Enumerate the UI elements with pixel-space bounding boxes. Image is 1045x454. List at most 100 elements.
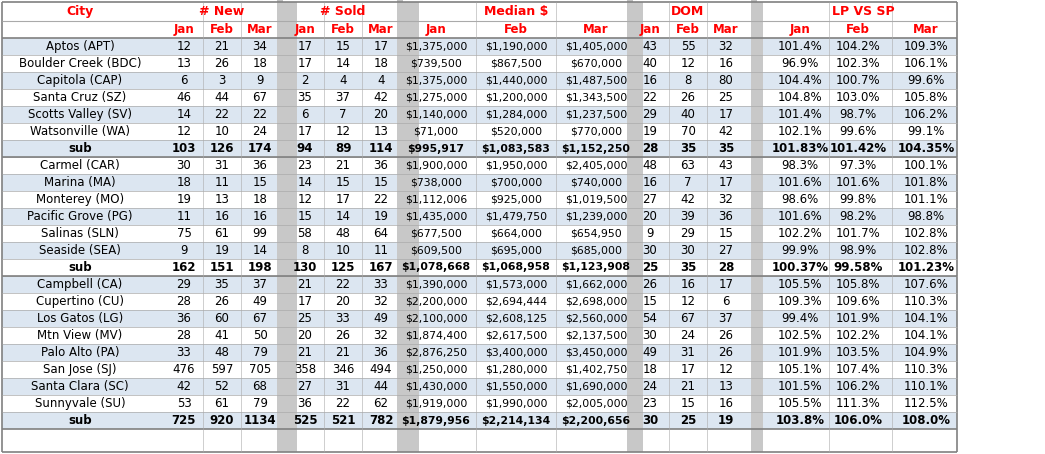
- Text: 3: 3: [218, 74, 226, 87]
- Bar: [2, 208, 957, 225]
- Text: 7: 7: [340, 108, 347, 121]
- Text: 105.1%: 105.1%: [777, 363, 822, 376]
- Text: LP VS SP: LP VS SP: [832, 5, 895, 18]
- Text: $1,550,000: $1,550,000: [485, 381, 548, 391]
- Text: 112.5%: 112.5%: [904, 397, 949, 410]
- Text: 13: 13: [373, 125, 389, 138]
- Text: Cupertino (CU): Cupertino (CU): [36, 295, 124, 308]
- Text: Palo Alto (PA): Palo Alto (PA): [41, 346, 119, 359]
- Text: 102.8%: 102.8%: [904, 244, 948, 257]
- Text: 102.2%: 102.2%: [777, 227, 822, 240]
- Text: 21: 21: [298, 278, 312, 291]
- Text: 101.1%: 101.1%: [904, 193, 949, 206]
- Text: 18: 18: [253, 193, 268, 206]
- Text: 6: 6: [301, 108, 308, 121]
- Text: 31: 31: [680, 346, 695, 359]
- Text: 13: 13: [214, 193, 230, 206]
- Text: Carmel (CAR): Carmel (CAR): [40, 159, 120, 172]
- Text: 30: 30: [177, 159, 191, 172]
- Text: Mar: Mar: [713, 23, 739, 36]
- Text: $2,560,000: $2,560,000: [564, 314, 627, 324]
- Text: Monterey (MO): Monterey (MO): [36, 193, 124, 206]
- Text: $2,100,000: $2,100,000: [404, 314, 467, 324]
- Text: $1,083,583: $1,083,583: [482, 143, 551, 153]
- Text: 31: 31: [335, 380, 350, 393]
- Bar: [627, 2, 643, 452]
- Text: 48: 48: [643, 159, 657, 172]
- Text: $2,137,500: $2,137,500: [565, 331, 627, 340]
- Text: 67: 67: [253, 312, 268, 325]
- Text: 18: 18: [643, 363, 657, 376]
- Text: 101.9%: 101.9%: [777, 346, 822, 359]
- Text: 494: 494: [370, 363, 392, 376]
- Text: City: City: [67, 5, 94, 18]
- Text: 42: 42: [177, 380, 191, 393]
- Text: $1,662,000: $1,662,000: [564, 280, 627, 290]
- Text: 94: 94: [297, 142, 314, 155]
- Text: 103.0%: 103.0%: [836, 91, 880, 104]
- Text: 103.8%: 103.8%: [775, 414, 825, 427]
- Text: 106.2%: 106.2%: [836, 380, 880, 393]
- Text: 36: 36: [253, 159, 268, 172]
- Text: 12: 12: [177, 125, 191, 138]
- Text: $1,690,000: $1,690,000: [564, 381, 627, 391]
- Text: Jan: Jan: [295, 23, 316, 36]
- Text: $738,000: $738,000: [410, 178, 462, 188]
- Text: Seaside (SEA): Seaside (SEA): [39, 244, 121, 257]
- Text: 782: 782: [369, 414, 393, 427]
- Text: 22: 22: [335, 397, 350, 410]
- Text: 101.4%: 101.4%: [777, 40, 822, 53]
- Bar: [2, 174, 957, 191]
- Text: sub: sub: [68, 261, 92, 274]
- Text: 36: 36: [177, 312, 191, 325]
- Text: 26: 26: [719, 329, 734, 342]
- Text: 11: 11: [214, 176, 230, 189]
- Text: 12: 12: [177, 40, 191, 53]
- Text: Mar: Mar: [583, 23, 609, 36]
- Text: 89: 89: [334, 142, 351, 155]
- Text: 102.8%: 102.8%: [904, 227, 948, 240]
- Text: 54: 54: [643, 312, 657, 325]
- Text: 11: 11: [177, 210, 191, 223]
- Text: 13: 13: [177, 57, 191, 70]
- Text: Scotts Valley (SV): Scotts Valley (SV): [28, 108, 132, 121]
- Text: 30: 30: [643, 244, 657, 257]
- Text: 98.2%: 98.2%: [839, 210, 877, 223]
- Text: 17: 17: [335, 193, 350, 206]
- Text: 30: 30: [642, 414, 658, 427]
- Text: 111.3%: 111.3%: [836, 397, 880, 410]
- Text: 18: 18: [177, 176, 191, 189]
- Text: Jan: Jan: [425, 23, 446, 36]
- Text: 48: 48: [214, 346, 230, 359]
- Text: Jan: Jan: [640, 23, 660, 36]
- Text: 22: 22: [335, 278, 350, 291]
- Text: 26: 26: [643, 278, 657, 291]
- Text: 12: 12: [680, 57, 696, 70]
- Text: 26: 26: [335, 329, 350, 342]
- Text: Capitola (CAP): Capitola (CAP): [38, 74, 122, 87]
- Text: $71,000: $71,000: [414, 127, 459, 137]
- Text: 21: 21: [335, 346, 350, 359]
- Text: 105.8%: 105.8%: [836, 278, 880, 291]
- Text: 101.6%: 101.6%: [777, 210, 822, 223]
- Text: 35: 35: [214, 278, 229, 291]
- Text: 20: 20: [335, 295, 350, 308]
- Text: 101.6%: 101.6%: [836, 176, 880, 189]
- Bar: [2, 242, 957, 259]
- Text: 104.4%: 104.4%: [777, 74, 822, 87]
- Text: $1,879,956: $1,879,956: [401, 415, 470, 425]
- Text: $1,900,000: $1,900,000: [404, 161, 467, 171]
- Text: 100.37%: 100.37%: [771, 261, 829, 274]
- Text: 75: 75: [177, 227, 191, 240]
- Text: $1,440,000: $1,440,000: [485, 75, 548, 85]
- Text: 106.2%: 106.2%: [904, 108, 949, 121]
- Text: 23: 23: [643, 397, 657, 410]
- Text: 24: 24: [680, 329, 696, 342]
- Text: $739,500: $739,500: [410, 59, 462, 69]
- Text: $609,500: $609,500: [410, 246, 462, 256]
- Text: 7: 7: [684, 176, 692, 189]
- Text: $695,000: $695,000: [490, 246, 542, 256]
- Text: 22: 22: [253, 108, 268, 121]
- Text: 34: 34: [253, 40, 268, 53]
- Text: 6: 6: [722, 295, 729, 308]
